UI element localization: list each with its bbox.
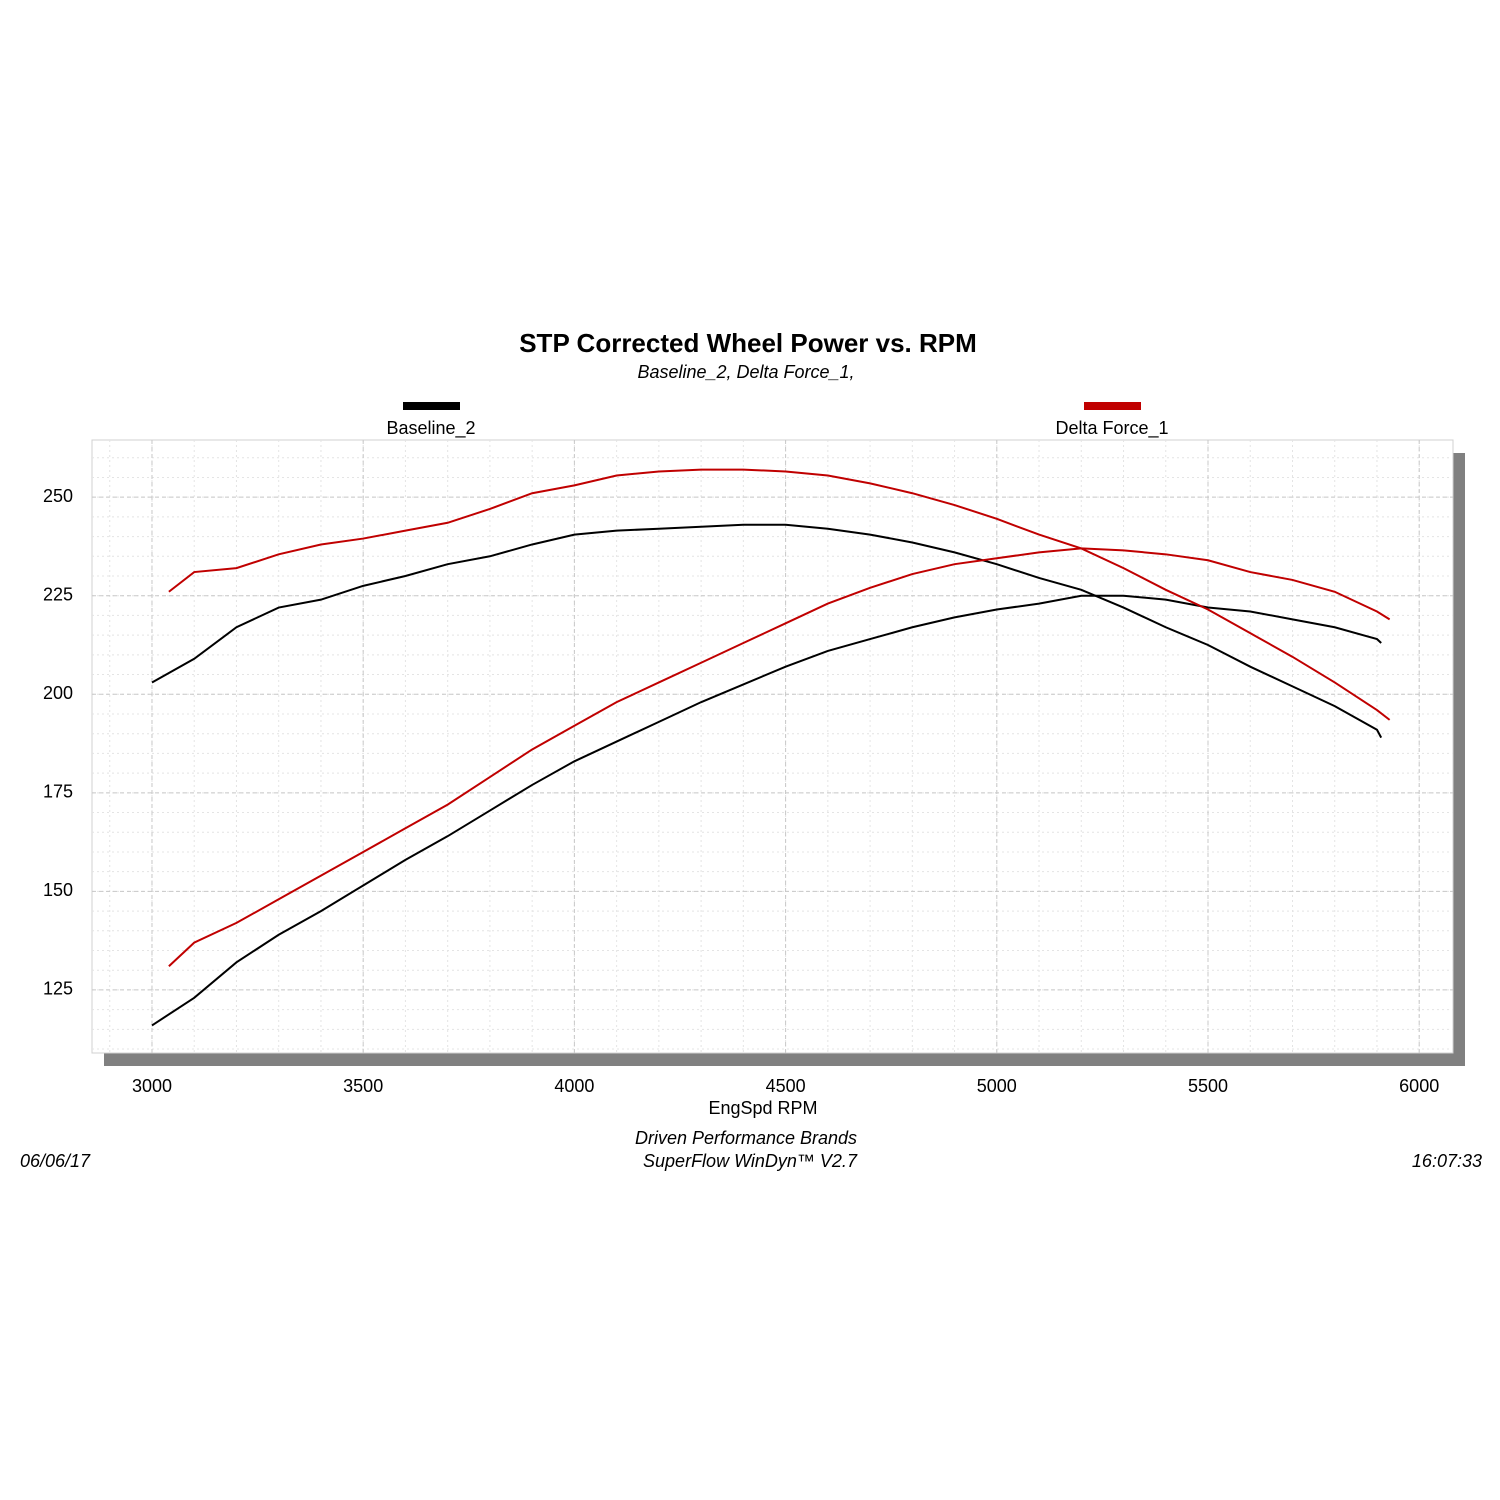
x-tick-label: 3500 <box>343 1076 383 1096</box>
data-line <box>168 547 1391 968</box>
x-axis-label: EngSpd RPM <box>708 1098 817 1118</box>
x-tick-label: 5500 <box>1188 1076 1228 1096</box>
legend-label: Delta Force_1 <box>1055 418 1168 439</box>
legend-swatch <box>1084 402 1141 410</box>
x-tick-label: 5000 <box>977 1076 1017 1096</box>
time: 16:07:33 <box>1412 1151 1482 1171</box>
y-tick-label: 250 <box>43 486 73 506</box>
y-tick-label: 225 <box>43 584 73 604</box>
legend-label: Baseline_2 <box>386 418 475 439</box>
y-tick-label: 125 <box>43 979 73 999</box>
x-tick-label: 6000 <box>1399 1076 1439 1096</box>
data-line <box>168 468 1391 721</box>
legend-swatch <box>403 402 460 410</box>
data-line <box>151 523 1383 739</box>
date: 06/06/17 <box>20 1151 91 1171</box>
plot-area <box>91 439 1454 1054</box>
x-tick-label: 3000 <box>132 1076 172 1096</box>
data-line <box>151 594 1382 1027</box>
x-tick-label: 4500 <box>766 1076 806 1096</box>
x-tick-label: 4000 <box>554 1076 594 1096</box>
chart-title: STP Corrected Wheel Power vs. RPM <box>519 328 977 358</box>
footer-line: SuperFlow WinDyn™ V2.7 <box>643 1151 858 1171</box>
chart-subtitle: Baseline_2, Delta Force_1, <box>637 362 854 382</box>
y-tick-label: 150 <box>43 880 73 900</box>
footer-line: Driven Performance Brands <box>635 1128 857 1148</box>
y-tick-label: 200 <box>43 683 73 703</box>
y-tick-label: 175 <box>43 782 73 802</box>
